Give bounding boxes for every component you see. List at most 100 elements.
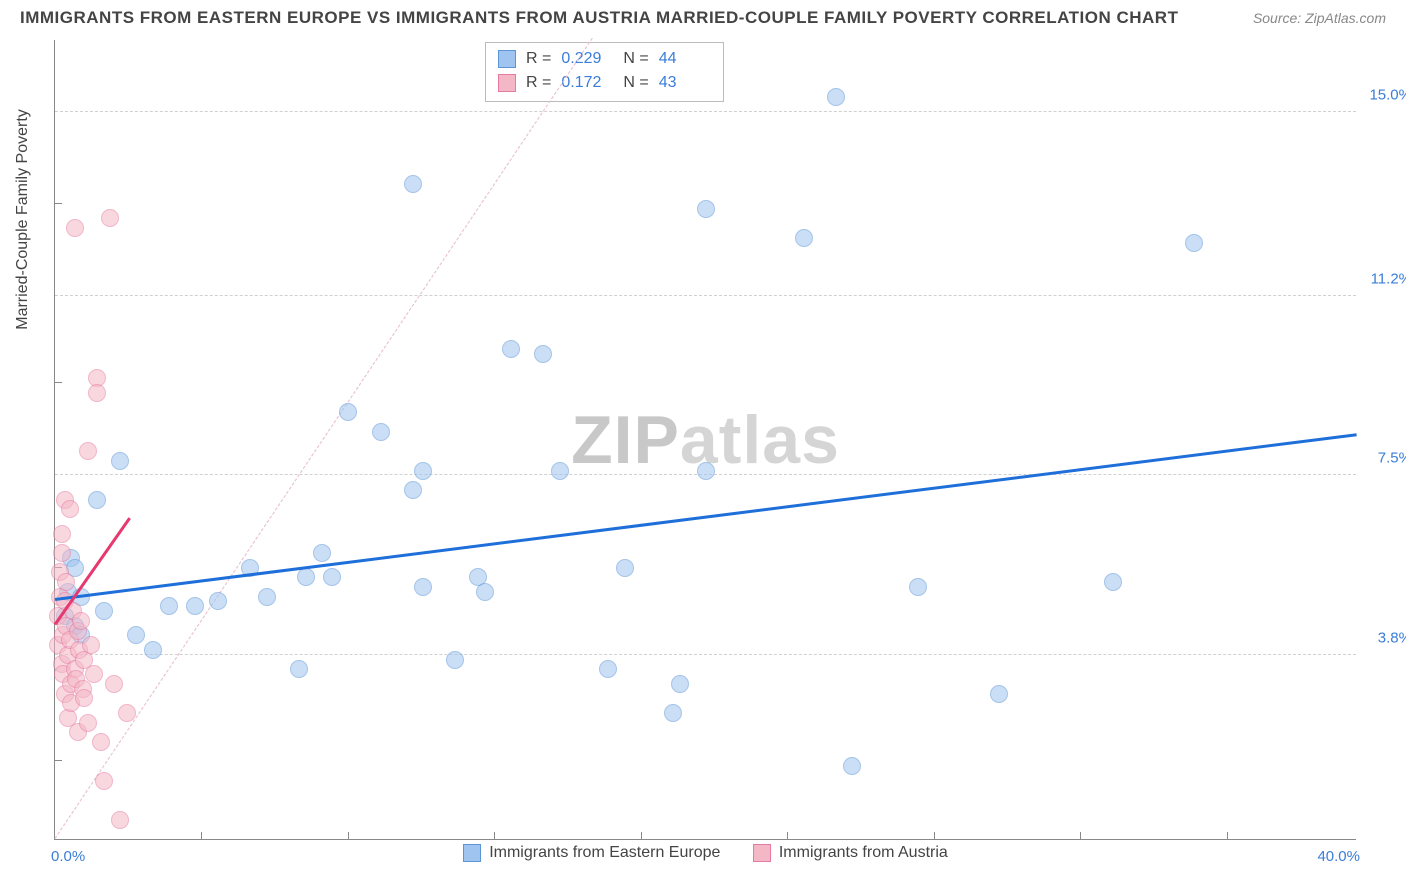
data-point: [476, 583, 494, 601]
y-tick: [54, 203, 62, 204]
data-point: [1185, 234, 1203, 252]
data-point: [697, 200, 715, 218]
data-point: [95, 772, 113, 790]
y-tick-label: 15.0%: [1369, 86, 1406, 103]
swatch-series-1: [498, 50, 516, 68]
data-point: [1104, 573, 1122, 591]
r-value-2: 0.172: [561, 74, 613, 92]
r-label-2: R =: [526, 74, 551, 92]
gridline: [55, 111, 1356, 112]
chart-title: IMMIGRANTS FROM EASTERN EUROPE VS IMMIGR…: [20, 8, 1178, 28]
watermark-bold: ZIP: [571, 402, 680, 478]
n-value-1: 44: [659, 50, 711, 68]
data-point: [88, 491, 106, 509]
y-tick: [54, 760, 62, 761]
data-point: [827, 88, 845, 106]
data-point: [404, 481, 422, 499]
legend-item-2: Immigrants from Austria: [753, 844, 948, 862]
data-point: [909, 578, 927, 596]
x-tick: [201, 832, 202, 840]
data-point: [79, 714, 97, 732]
reference-line: [55, 38, 593, 839]
data-point: [671, 675, 689, 693]
y-tick: [54, 382, 62, 383]
y-tick-label: 7.5%: [1378, 450, 1406, 467]
data-point: [990, 685, 1008, 703]
r-label-1: R =: [526, 50, 551, 68]
data-point: [66, 219, 84, 237]
y-tick-label: 3.8%: [1378, 629, 1406, 646]
data-point: [697, 462, 715, 480]
legend-swatch-1: [463, 844, 481, 862]
data-point: [88, 384, 106, 402]
gridline: [55, 654, 1356, 655]
source-label: Source: ZipAtlas.com: [1253, 10, 1386, 26]
plot-area: ZIPatlas R = 0.229 N = 44 R = 0.172 N = …: [54, 40, 1356, 840]
data-point: [79, 442, 97, 460]
x-tick: [641, 832, 642, 840]
data-point: [144, 641, 162, 659]
gridline: [55, 295, 1356, 296]
data-point: [258, 588, 276, 606]
data-point: [843, 757, 861, 775]
data-point: [53, 544, 71, 562]
trend-line: [55, 434, 1357, 602]
legend-item-1: Immigrants from Eastern Europe: [463, 844, 720, 862]
data-point: [323, 568, 341, 586]
data-point: [82, 636, 100, 654]
data-point: [297, 568, 315, 586]
x-tick: [787, 832, 788, 840]
data-point: [534, 345, 552, 363]
n-value-2: 43: [659, 74, 711, 92]
n-label-1: N =: [623, 50, 648, 68]
x-tick: [1227, 832, 1228, 840]
x-tick: [348, 832, 349, 840]
data-point: [127, 626, 145, 644]
data-point: [160, 597, 178, 615]
data-point: [795, 229, 813, 247]
data-point: [414, 578, 432, 596]
x-tick: [1080, 832, 1081, 840]
data-point: [339, 403, 357, 421]
data-point: [85, 665, 103, 683]
data-point: [599, 660, 617, 678]
r-value-1: 0.229: [561, 50, 613, 68]
data-point: [186, 597, 204, 615]
data-point: [372, 423, 390, 441]
n-label-2: N =: [623, 74, 648, 92]
data-point: [75, 689, 93, 707]
x-tick: [934, 832, 935, 840]
data-point: [664, 704, 682, 722]
data-point: [61, 500, 79, 518]
data-point: [53, 525, 71, 543]
data-point: [118, 704, 136, 722]
data-point: [616, 559, 634, 577]
data-point: [414, 462, 432, 480]
data-point: [95, 602, 113, 620]
legend-row-2: R = 0.172 N = 43: [498, 71, 711, 95]
data-point: [92, 733, 110, 751]
data-point: [446, 651, 464, 669]
data-point: [404, 175, 422, 193]
y-axis-title: Married-Couple Family Poverty: [14, 109, 32, 330]
data-point: [105, 675, 123, 693]
correlation-legend: R = 0.229 N = 44 R = 0.172 N = 43: [485, 42, 724, 102]
legend-swatch-2: [753, 844, 771, 862]
data-point: [290, 660, 308, 678]
data-point: [57, 573, 75, 591]
data-point: [101, 209, 119, 227]
data-point: [551, 462, 569, 480]
x-tick: [494, 832, 495, 840]
data-point: [313, 544, 331, 562]
legend-label-2: Immigrants from Austria: [779, 844, 948, 862]
data-point: [111, 452, 129, 470]
data-point: [111, 811, 129, 829]
swatch-series-2: [498, 74, 516, 92]
series-legend: Immigrants from Eastern Europe Immigrant…: [55, 844, 1356, 867]
legend-row-1: R = 0.229 N = 44: [498, 47, 711, 71]
legend-label-1: Immigrants from Eastern Europe: [489, 844, 720, 862]
data-point: [209, 592, 227, 610]
data-point: [72, 612, 90, 630]
y-tick-label: 11.2%: [1371, 270, 1406, 287]
data-point: [502, 340, 520, 358]
